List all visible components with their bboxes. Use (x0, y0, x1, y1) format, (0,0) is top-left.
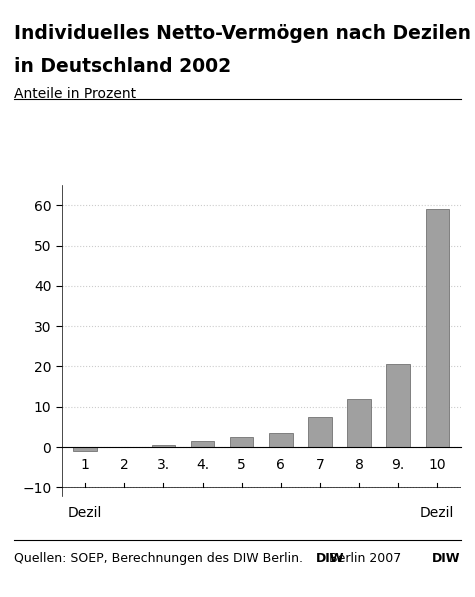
Bar (230, 437, 254, 447)
Bar (269, 433, 293, 447)
Bar (347, 399, 371, 447)
Bar (191, 441, 214, 447)
Text: Dezil: Dezil (420, 506, 455, 519)
Bar (74, 447, 97, 451)
Bar (308, 417, 332, 447)
Bar (387, 365, 410, 447)
Text: DIW: DIW (316, 552, 344, 565)
Text: Dezil: Dezil (68, 506, 103, 519)
Bar (426, 210, 449, 447)
Text: Quellen: SOEP, Berechnungen des DIW Berlin.: Quellen: SOEP, Berechnungen des DIW Berl… (14, 552, 303, 565)
Text: in Deutschland 2002: in Deutschland 2002 (14, 57, 231, 76)
Bar (152, 445, 175, 447)
Text: Anteile in Prozent: Anteile in Prozent (14, 87, 136, 100)
Text: Individuelles Netto-Vermögen nach Dezilen: Individuelles Netto-Vermögen nach Dezile… (14, 24, 471, 43)
Text: Berlin 2007: Berlin 2007 (325, 552, 402, 565)
Text: DIW: DIW (432, 552, 461, 565)
